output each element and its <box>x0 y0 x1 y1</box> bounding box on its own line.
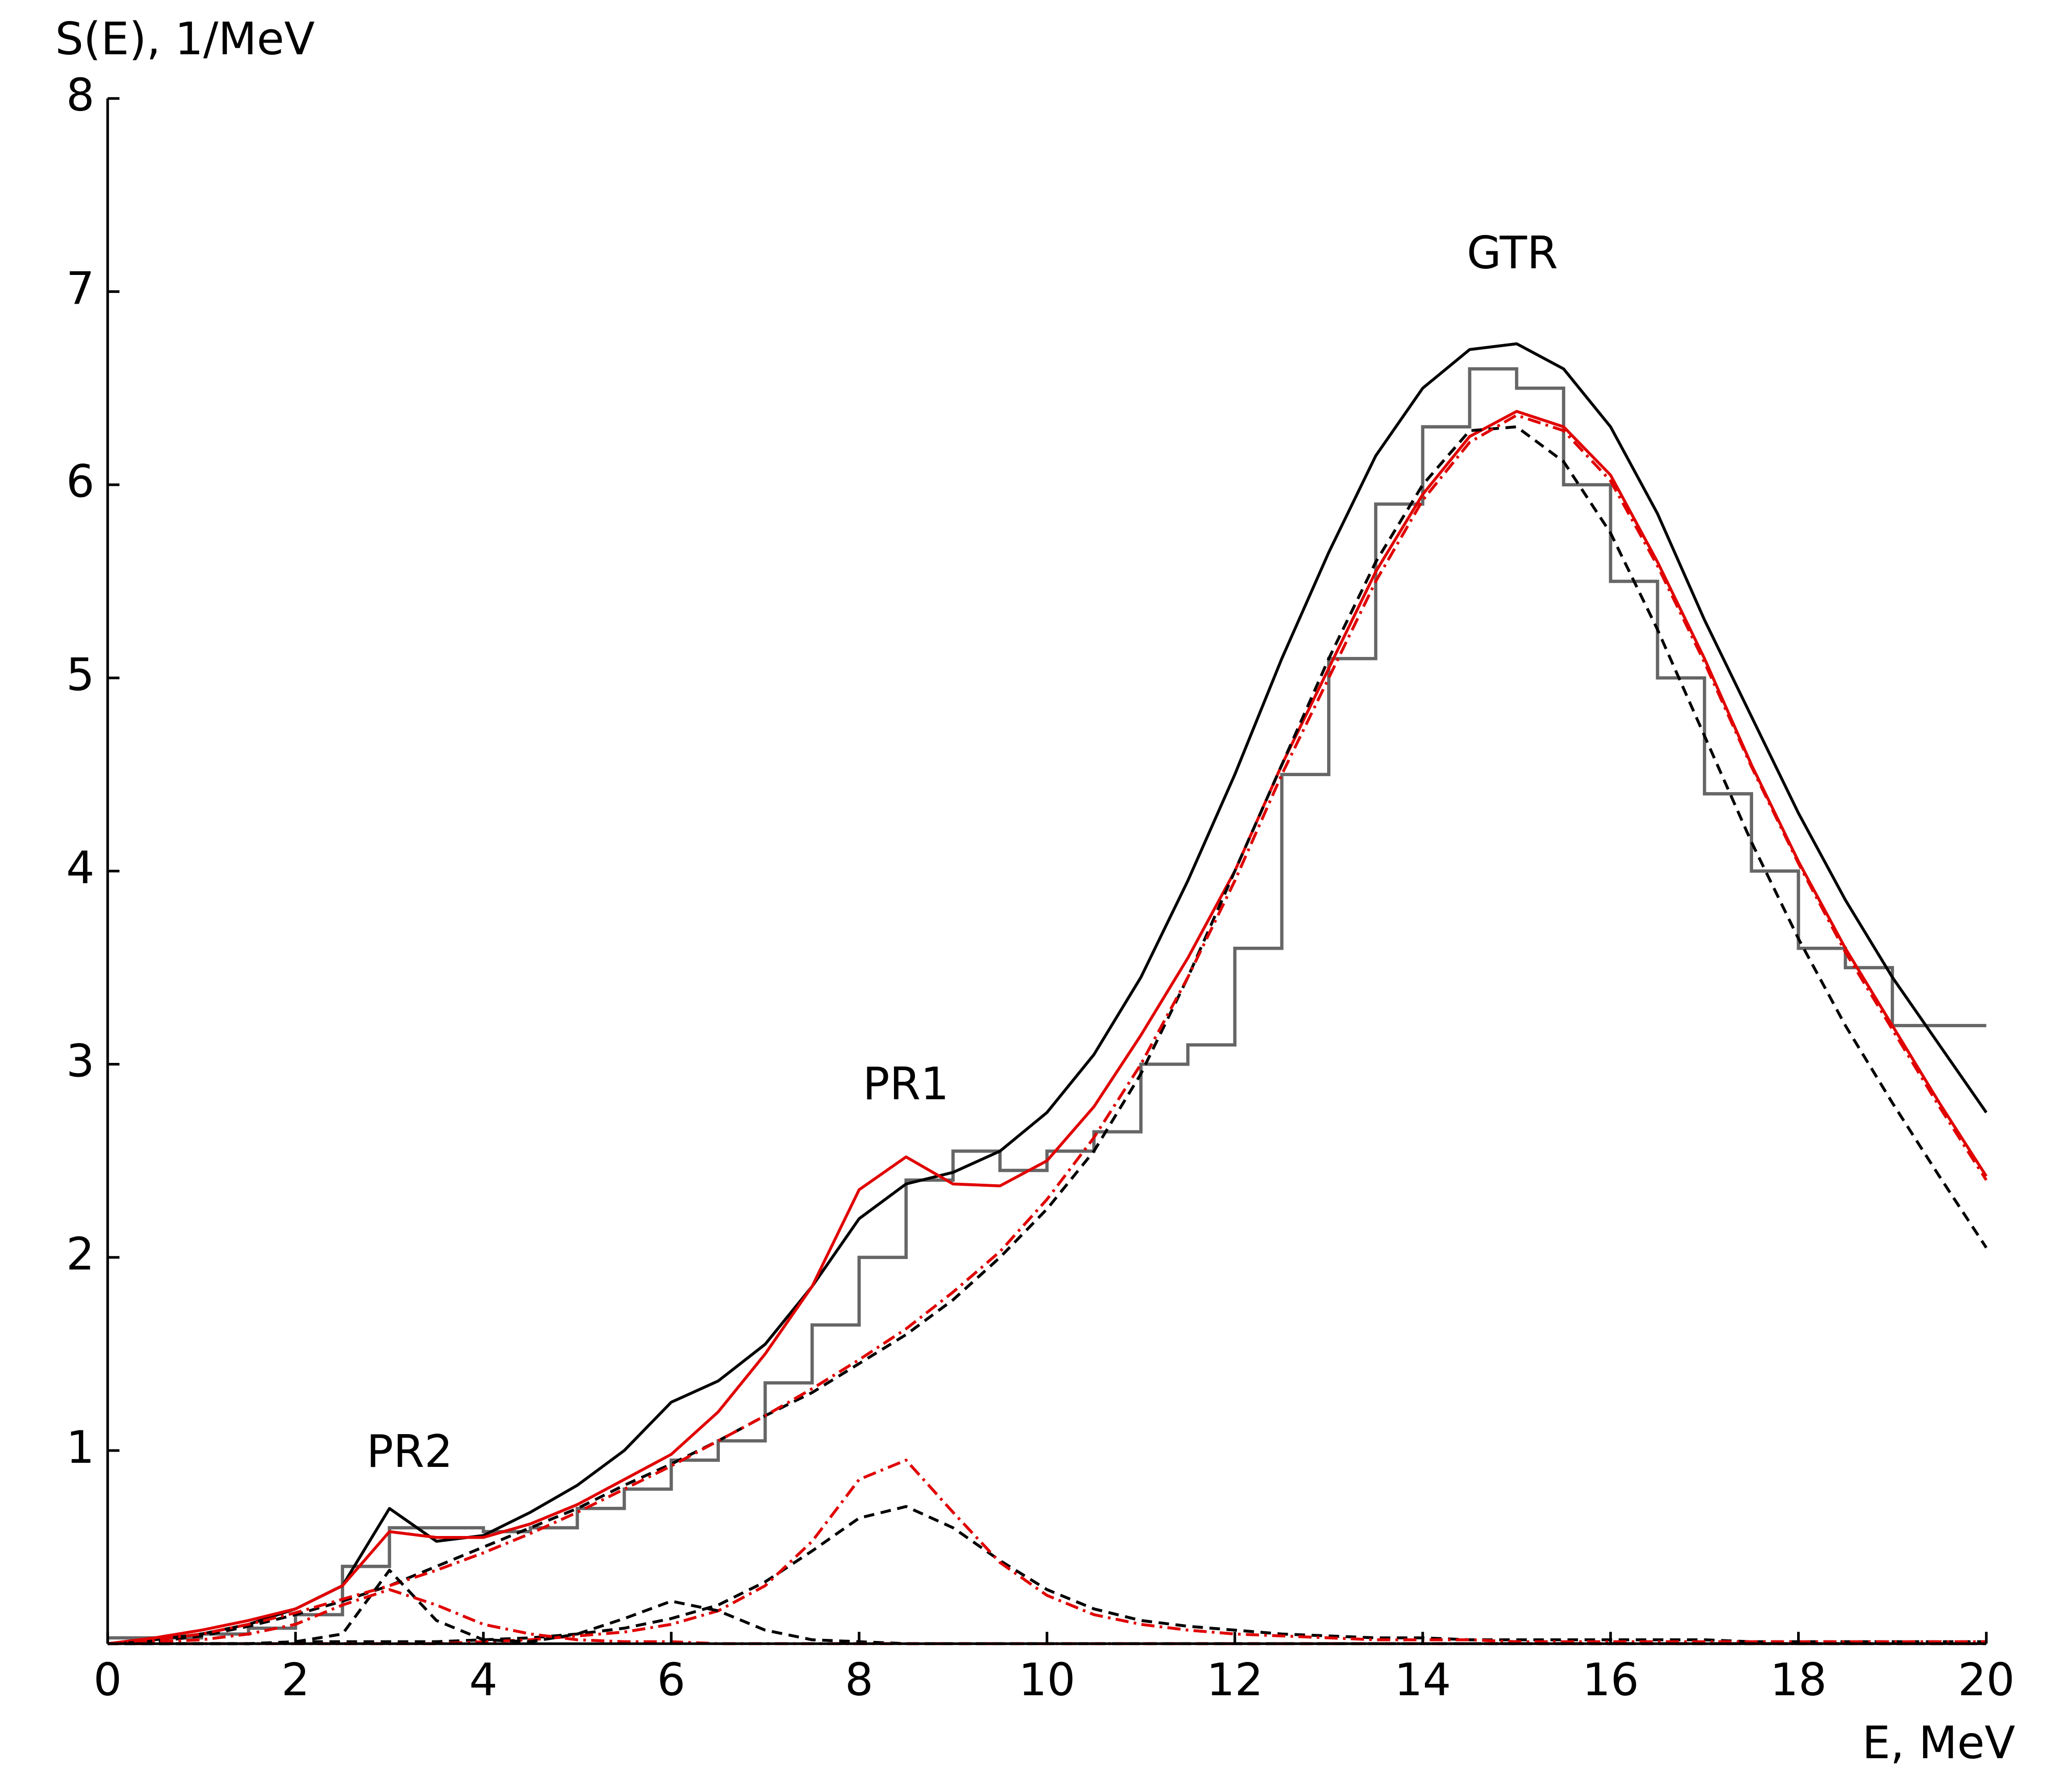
annotation: PR1 <box>863 1058 949 1110</box>
y-tick-label: 7 <box>66 262 94 314</box>
x-tick-label: 20 <box>1958 1654 2015 1706</box>
y-tick-label: 1 <box>66 1421 94 1474</box>
y-tick-label: 5 <box>66 649 94 701</box>
y-tick-label: 6 <box>66 456 94 508</box>
annotation: PR2 <box>367 1425 453 1478</box>
x-tick-label: 14 <box>1394 1654 1451 1706</box>
x-tick-label: 2 <box>281 1654 309 1706</box>
x-tick-label: 6 <box>657 1654 685 1706</box>
line <box>108 1505 1987 1646</box>
x-tick-label: 0 <box>94 1654 122 1706</box>
y-tick-label: 4 <box>66 842 94 894</box>
line <box>108 414 1988 1646</box>
x-tick-label: 4 <box>469 1654 497 1706</box>
line <box>107 410 1988 1646</box>
x-tick-label: 8 <box>845 1654 873 1706</box>
x-tick-label: 18 <box>1770 1654 1827 1706</box>
x-tick-label: 10 <box>1018 1654 1075 1706</box>
annotation: GTR <box>1467 227 1558 279</box>
histogram <box>108 367 1987 1640</box>
y-tick-label: 3 <box>66 1035 94 1087</box>
x-tick-label: 16 <box>1582 1654 1639 1706</box>
x-axis-label: E, MeV <box>1862 1717 2015 1769</box>
line <box>108 342 1988 1646</box>
x-tick-label: 12 <box>1206 1654 1263 1706</box>
y-axis-label: S(E), 1/MeV <box>55 13 315 65</box>
line <box>108 1459 1987 1646</box>
y-tick-label: 2 <box>66 1228 94 1281</box>
y-tick-label: 8 <box>66 69 94 121</box>
